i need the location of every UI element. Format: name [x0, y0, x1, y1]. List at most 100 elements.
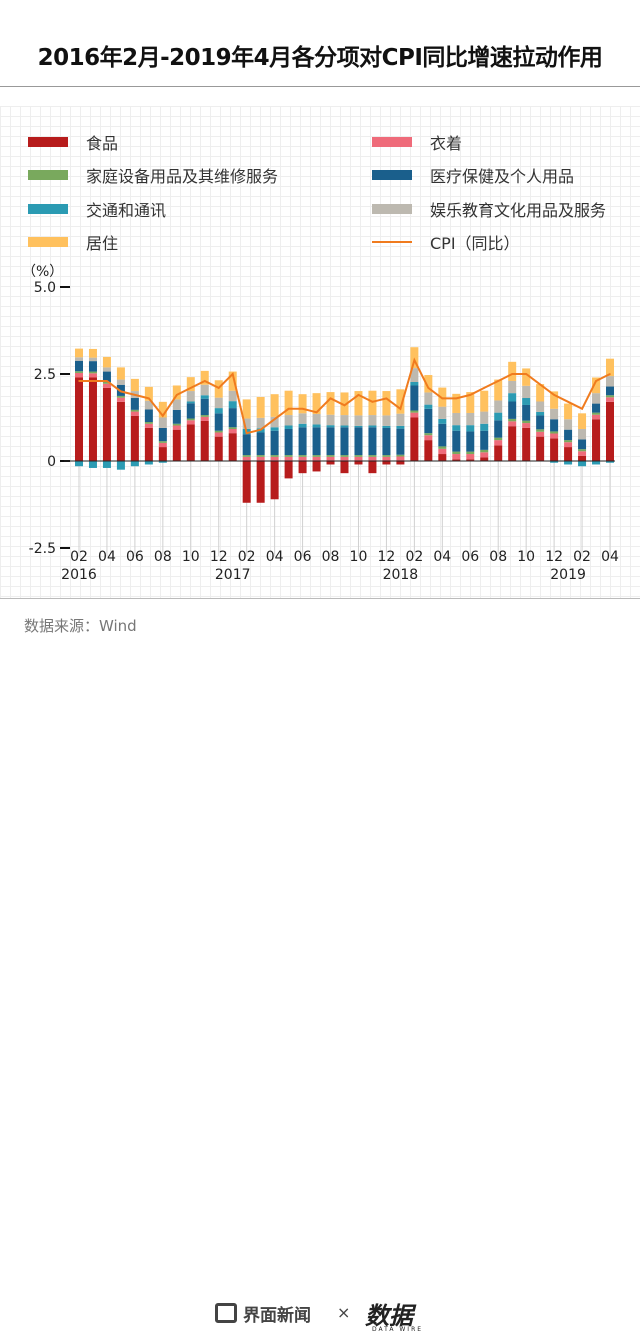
bar-clothing [75, 372, 83, 378]
legend-item-food: 食品 [28, 130, 118, 154]
bar-health [242, 434, 251, 456]
cpi-point [315, 411, 318, 414]
bar-clothing [368, 456, 377, 461]
cpi-point [134, 394, 136, 396]
bar-health [480, 430, 489, 450]
legend-swatch-household [28, 170, 68, 180]
cpi-point [203, 380, 206, 382]
x-tick-label: 08 [322, 549, 340, 565]
x-year-label: 2016 [61, 567, 97, 583]
bar-education [158, 417, 167, 428]
x-tick-label: 12 [210, 549, 228, 565]
bar-household [326, 455, 335, 457]
legend-swatch-cpi [372, 241, 412, 243]
bar-clothing [522, 423, 531, 428]
bar-education [410, 368, 419, 383]
bar-clothing [116, 397, 125, 402]
bar-education [606, 376, 614, 387]
bar-education [466, 412, 475, 426]
x-tick-label: 10 [517, 549, 535, 565]
bar-food [130, 415, 139, 461]
cpi-point [329, 397, 332, 400]
bar-household [592, 412, 601, 415]
bar-household [508, 418, 517, 422]
legend-label-health: 医疗保健及个人用品 [430, 167, 575, 186]
cpi-point [469, 394, 472, 396]
bar-housing [382, 391, 391, 416]
bar-health [256, 432, 265, 456]
bar-food [144, 427, 153, 461]
legend-item-cpi: CPI（同比） [372, 230, 520, 254]
cpi-point [511, 373, 513, 375]
bar-household [438, 446, 447, 449]
bar-clothing [396, 456, 405, 461]
bar-transport [75, 461, 83, 467]
legend-item-health: 医疗保健及个人用品 [372, 163, 574, 187]
bar-clothing [256, 456, 265, 461]
bar-household [172, 423, 181, 426]
bar-transport [340, 425, 349, 428]
bar-education [102, 367, 111, 372]
bar-health [452, 430, 461, 452]
bar-health [494, 420, 503, 438]
bar-education [396, 413, 405, 426]
bar-education [256, 417, 265, 429]
bar-health [438, 423, 447, 447]
bar-household [340, 455, 349, 457]
bar-transport [102, 461, 111, 468]
bar-health [536, 415, 545, 430]
x-tick-label: 04 [266, 549, 284, 565]
bar-food [592, 419, 601, 461]
bar-household [536, 429, 545, 432]
x-tick-label: 02 [405, 549, 423, 565]
bar-food [564, 447, 573, 461]
bar-transport [424, 404, 433, 409]
bar-food [522, 427, 531, 461]
bar-food [494, 445, 503, 461]
bar-clothing [550, 433, 559, 439]
bar-household [466, 451, 475, 455]
cpi-point [595, 380, 597, 382]
cpi-point [455, 397, 458, 400]
cpi-point [371, 401, 374, 403]
bar-household [116, 395, 125, 398]
bar-housing [340, 392, 349, 416]
bar-education [242, 418, 251, 429]
bar-education [298, 413, 307, 424]
bar-food [298, 461, 307, 474]
bar-health [340, 427, 349, 456]
bar-clothing [424, 435, 433, 441]
bar-housing [368, 390, 377, 416]
bar-education [326, 414, 335, 426]
bar-clothing [326, 456, 335, 461]
bar-health [284, 428, 293, 456]
bar-education [522, 385, 531, 399]
bar-transport [466, 425, 475, 432]
bar-transport [368, 425, 377, 428]
bar-household [522, 420, 531, 424]
bar-education [75, 357, 83, 361]
bar-food [382, 461, 391, 465]
cpi-point [567, 401, 569, 403]
bar-transport [382, 425, 391, 428]
bar-health [214, 413, 223, 431]
bar-food [116, 401, 125, 461]
cpi-point [287, 408, 290, 410]
bar-food [340, 461, 349, 474]
bar-health [578, 439, 587, 450]
bar-transport [522, 398, 531, 405]
legend-label-housing: 居住 [86, 234, 119, 253]
bar-transport [326, 425, 335, 428]
bar-food [480, 457, 489, 461]
bar-transport [536, 411, 545, 416]
legend-swatch-transport [28, 204, 68, 214]
bar-food [606, 401, 614, 461]
chart-title: 2016年2月-2019年4月各分项对CPI同比增速拉动作用 [37, 45, 603, 71]
bar-transport [130, 461, 139, 467]
bar-food [186, 424, 195, 461]
legend-label-food: 食品 [86, 134, 119, 153]
cpi-point [259, 428, 262, 431]
cpi-point [385, 397, 388, 400]
chart-bottom-divider [0, 598, 640, 599]
bar-transport [312, 424, 321, 428]
